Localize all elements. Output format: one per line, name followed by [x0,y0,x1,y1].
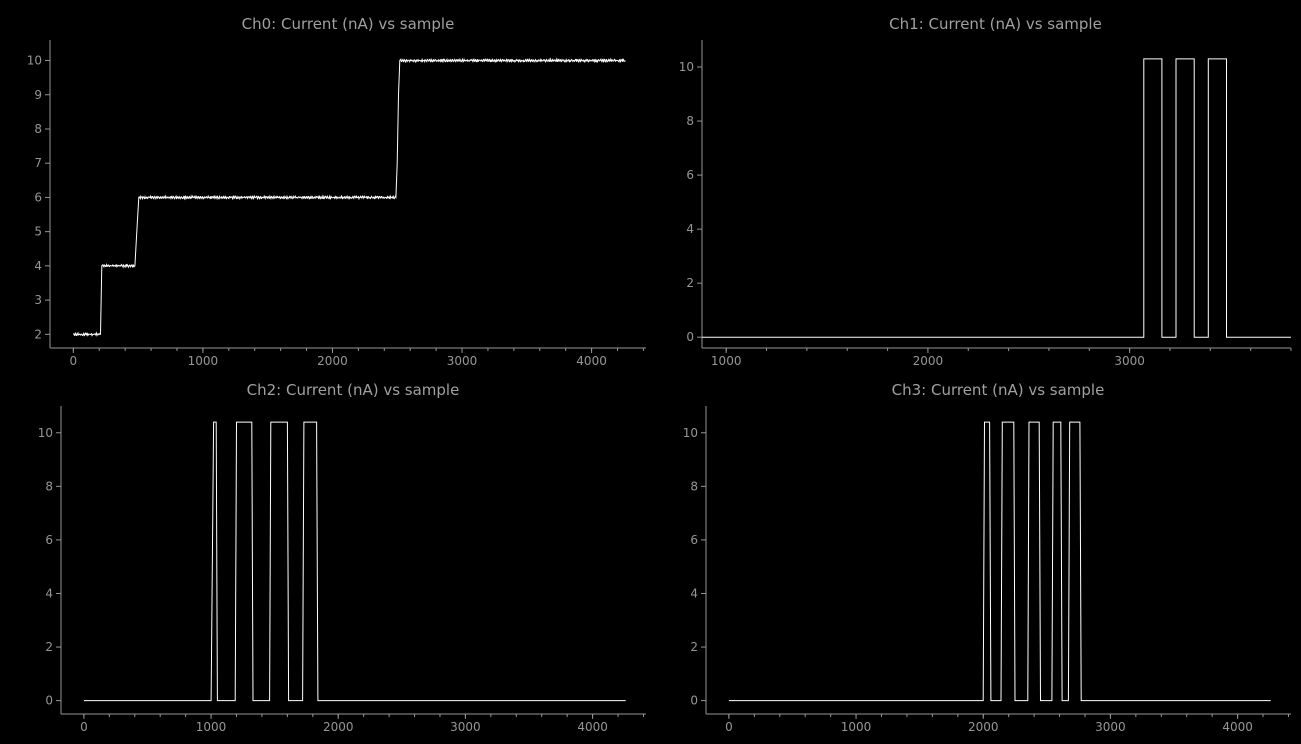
ch2-x-tick-label: 4000 [577,720,608,734]
ch0-y-tick-label: 7 [34,156,42,170]
ch1-x-tick-label: 3000 [1114,354,1145,368]
ch3-y-tick-label: 8 [690,479,698,493]
ch2-x-tick-label: 1000 [196,720,227,734]
ch3-x-tick-label: 4000 [1222,720,1253,734]
ch3-y-tick-label: 2 [690,640,698,654]
ch1-trace [702,58,1291,338]
ch1-y-tick-label: 0 [686,330,694,344]
ch0-y-tick-label: 5 [34,225,42,239]
ch1-y-tick-label: 10 [679,60,694,74]
ch1-x-tick-label: 2000 [913,354,944,368]
ch1-x-tick-label: 1000 [711,354,742,368]
ch3-x-tick-label: 2000 [968,720,999,734]
ch2-title: Ch2: Current (nA) vs sample [246,381,460,399]
ch0-x-tick-label: 1000 [188,354,219,368]
ch2-trace [83,421,626,702]
ch1-y-tick-label: 2 [686,276,694,290]
ch2-y-tick-label: 8 [45,479,53,493]
ch0-y-tick-label: 10 [27,54,42,68]
ch2-x-tick-label: 3000 [450,720,481,734]
ch3-y-tick-label: 6 [690,533,698,547]
ch2-y-tick-label: 0 [45,694,53,708]
ch0-x-tick-label: 0 [70,354,78,368]
ch1-y-tick-label: 4 [686,222,694,236]
ch0-x-tick-label: 2000 [317,354,348,368]
ch3-y-tick-label: 0 [690,694,698,708]
ch2-y-tick-label: 2 [45,640,53,654]
ch0-y-tick-label: 2 [34,327,42,341]
ch2-x-tick-label: 2000 [323,720,354,734]
ch3-x-tick-label: 3000 [1095,720,1126,734]
ch3-x-tick-label: 0 [725,720,733,734]
ch0-y-tick-label: 3 [34,293,42,307]
ch0-trace [72,57,626,337]
ch3-title: Ch3: Current (nA) vs sample [891,381,1105,399]
ch3-y-tick-label: 10 [683,426,698,440]
ch2-y-tick-label: 4 [45,586,53,600]
ch0-y-tick-label: 8 [34,122,42,136]
ch0-y-tick-label: 4 [34,259,42,273]
ch0-title: Ch0: Current (nA) vs sample [241,15,455,33]
ch0-x-tick-label: 3000 [447,354,478,368]
ch0-y-tick-label: 9 [34,88,42,102]
ch0-y-tick-label: 6 [34,190,42,204]
ch1-y-tick-label: 6 [686,168,694,182]
ch0-x-tick-label: 4000 [576,354,607,368]
ch3-trace [728,421,1271,702]
ch1-title: Ch1: Current (nA) vs sample [889,15,1102,33]
ch2-y-tick-label: 6 [45,533,53,547]
ch3-y-tick-label: 4 [690,586,698,600]
ch2-y-tick-label: 10 [38,426,53,440]
ch2-x-tick-label: 0 [80,720,88,734]
ch3-x-tick-label: 1000 [841,720,872,734]
ch1-y-tick-label: 8 [686,114,694,128]
